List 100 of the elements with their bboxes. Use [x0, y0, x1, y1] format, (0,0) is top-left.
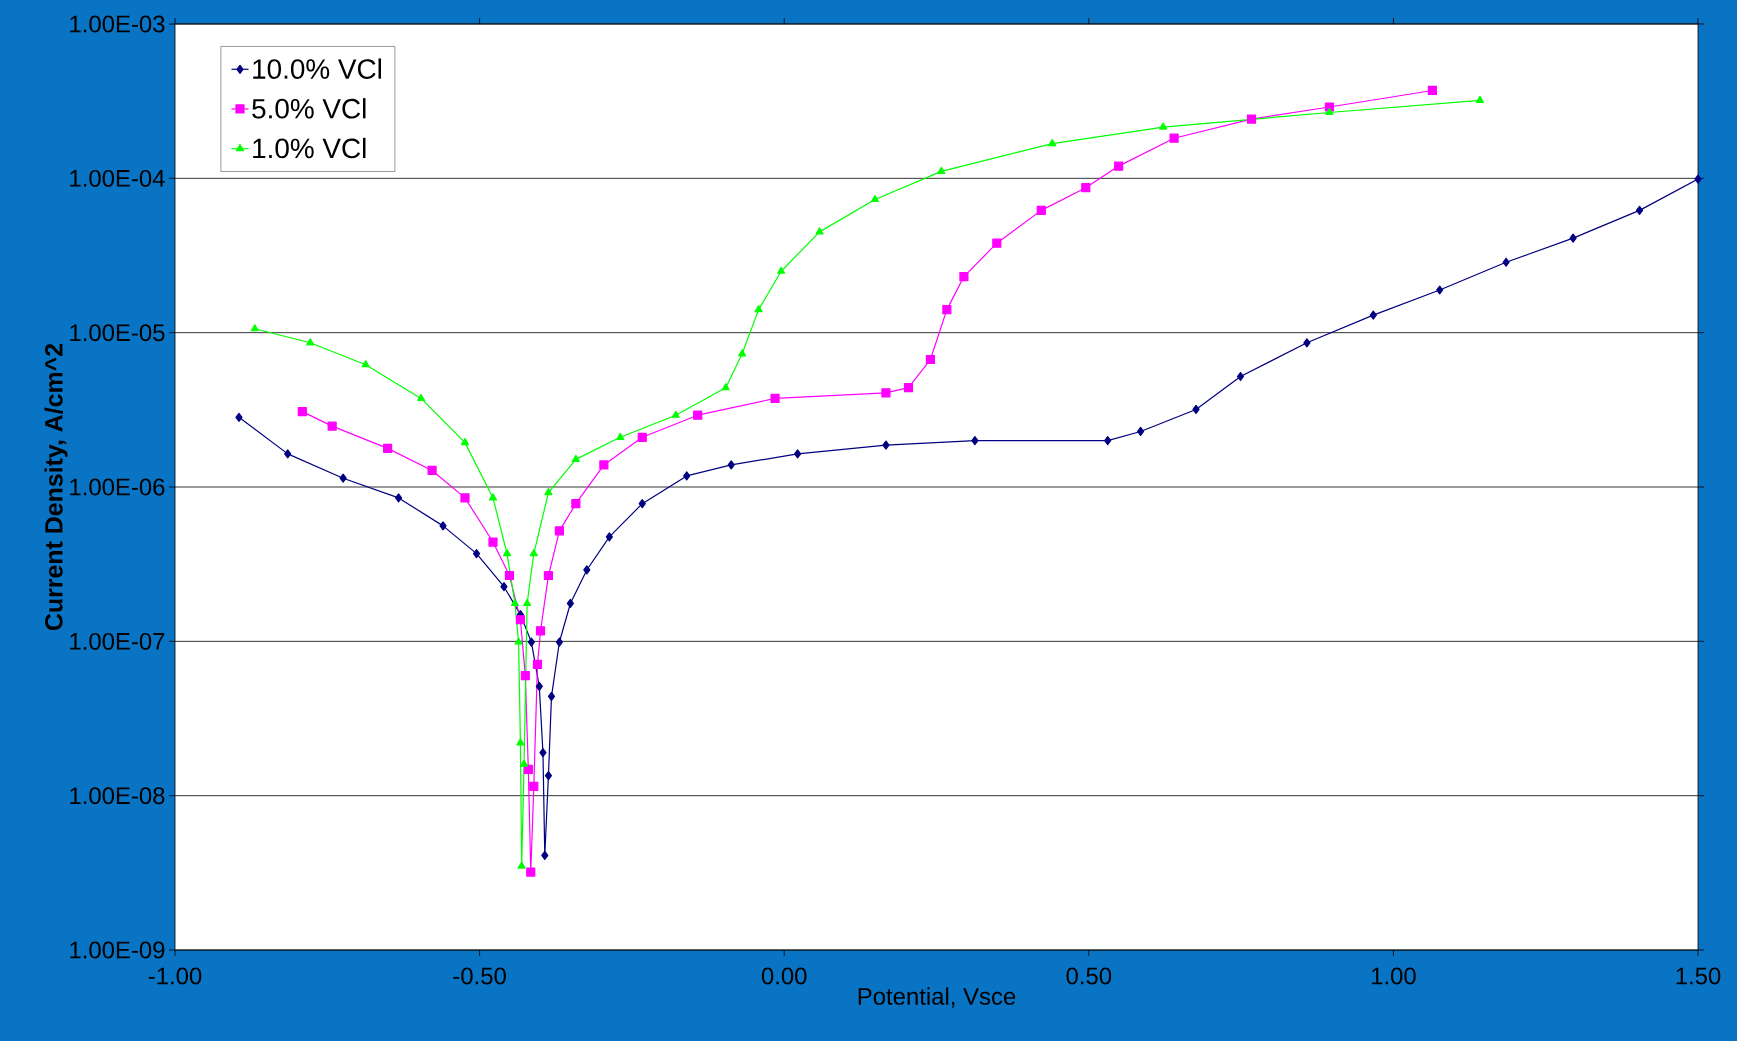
point — [721, 383, 730, 391]
point — [1427, 85, 1437, 96]
point — [517, 861, 526, 869]
point — [671, 410, 680, 418]
point — [250, 324, 259, 332]
point — [1369, 310, 1377, 320]
y-tick-label: 1.00E-04 — [70, 169, 165, 187]
point — [1136, 426, 1145, 437]
y-tick-label: 1.00E-05 — [70, 324, 165, 342]
y-tick-label: 1.00E-08 — [70, 787, 165, 805]
point — [532, 659, 543, 669]
point — [520, 759, 529, 767]
point — [925, 354, 936, 365]
point — [504, 570, 515, 581]
point — [529, 781, 539, 791]
point — [535, 681, 543, 692]
y-tick-label: 1.00E-06 — [70, 478, 165, 496]
point — [547, 691, 556, 701]
point — [1169, 133, 1179, 143]
point — [571, 454, 580, 462]
point — [571, 499, 581, 509]
point — [339, 473, 347, 483]
point — [1192, 404, 1200, 415]
point — [738, 349, 747, 357]
point — [870, 194, 880, 203]
point — [1036, 205, 1046, 215]
point — [500, 582, 508, 592]
point — [297, 407, 307, 417]
y-tick-label: 1.00E-07 — [70, 632, 165, 650]
point — [727, 460, 735, 470]
point — [554, 526, 565, 536]
point — [510, 598, 519, 607]
point — [516, 738, 525, 746]
point — [535, 626, 546, 636]
point — [770, 393, 780, 404]
point — [903, 383, 914, 393]
point — [637, 432, 647, 442]
x-tick-label: -1.00 — [148, 967, 202, 985]
point — [1246, 114, 1257, 124]
point — [523, 598, 532, 607]
point — [1436, 285, 1444, 295]
point — [693, 410, 703, 420]
point — [1475, 95, 1484, 103]
point — [1694, 174, 1702, 184]
point — [520, 670, 530, 681]
x-tick-label: -0.50 — [453, 967, 506, 985]
point — [514, 637, 523, 645]
x-tick-label: 1.50 — [1676, 967, 1721, 985]
point — [515, 615, 526, 625]
point — [1048, 138, 1057, 147]
y-tick-label: 1.00E-09 — [70, 941, 165, 959]
point — [754, 305, 763, 313]
x-tick-label: 1.00 — [1371, 967, 1416, 985]
point — [616, 432, 625, 440]
point — [566, 598, 574, 609]
x-tick-label: 0.00 — [761, 967, 807, 985]
point — [427, 465, 437, 476]
point — [777, 266, 786, 274]
point — [488, 537, 498, 547]
legend-label: 1.0% VCl — [253, 137, 366, 159]
point — [439, 521, 447, 531]
point — [394, 493, 403, 503]
point — [488, 493, 498, 501]
point — [683, 471, 691, 481]
point — [284, 449, 292, 459]
point — [361, 360, 370, 368]
point — [794, 449, 802, 459]
point — [638, 499, 646, 509]
x-axis-title: Potential, Vsce — [858, 987, 1016, 1008]
point — [1104, 435, 1112, 446]
point — [502, 549, 512, 557]
point — [383, 443, 393, 453]
point — [1502, 257, 1510, 267]
point — [937, 166, 946, 174]
point — [1114, 161, 1124, 171]
point — [992, 238, 1002, 248]
x-tick-label: 0.50 — [1066, 967, 1112, 985]
point — [460, 438, 470, 446]
point — [541, 850, 549, 861]
point — [460, 493, 470, 503]
point — [544, 488, 553, 496]
point — [527, 637, 535, 647]
y-tick-label: 1.00E-03 — [70, 15, 165, 33]
point — [1303, 338, 1311, 348]
point — [472, 549, 481, 559]
point — [599, 460, 609, 470]
point — [306, 338, 315, 346]
point — [1159, 122, 1168, 130]
point — [959, 271, 969, 282]
point — [539, 748, 547, 758]
point — [971, 435, 979, 446]
point — [882, 440, 890, 450]
point — [815, 227, 824, 235]
point — [235, 412, 243, 422]
point — [1325, 107, 1334, 116]
point — [1081, 183, 1091, 193]
y-axis-title: Current Density, A/cm^2 — [44, 343, 68, 631]
point — [417, 393, 426, 402]
point — [942, 305, 952, 315]
point — [529, 549, 538, 557]
